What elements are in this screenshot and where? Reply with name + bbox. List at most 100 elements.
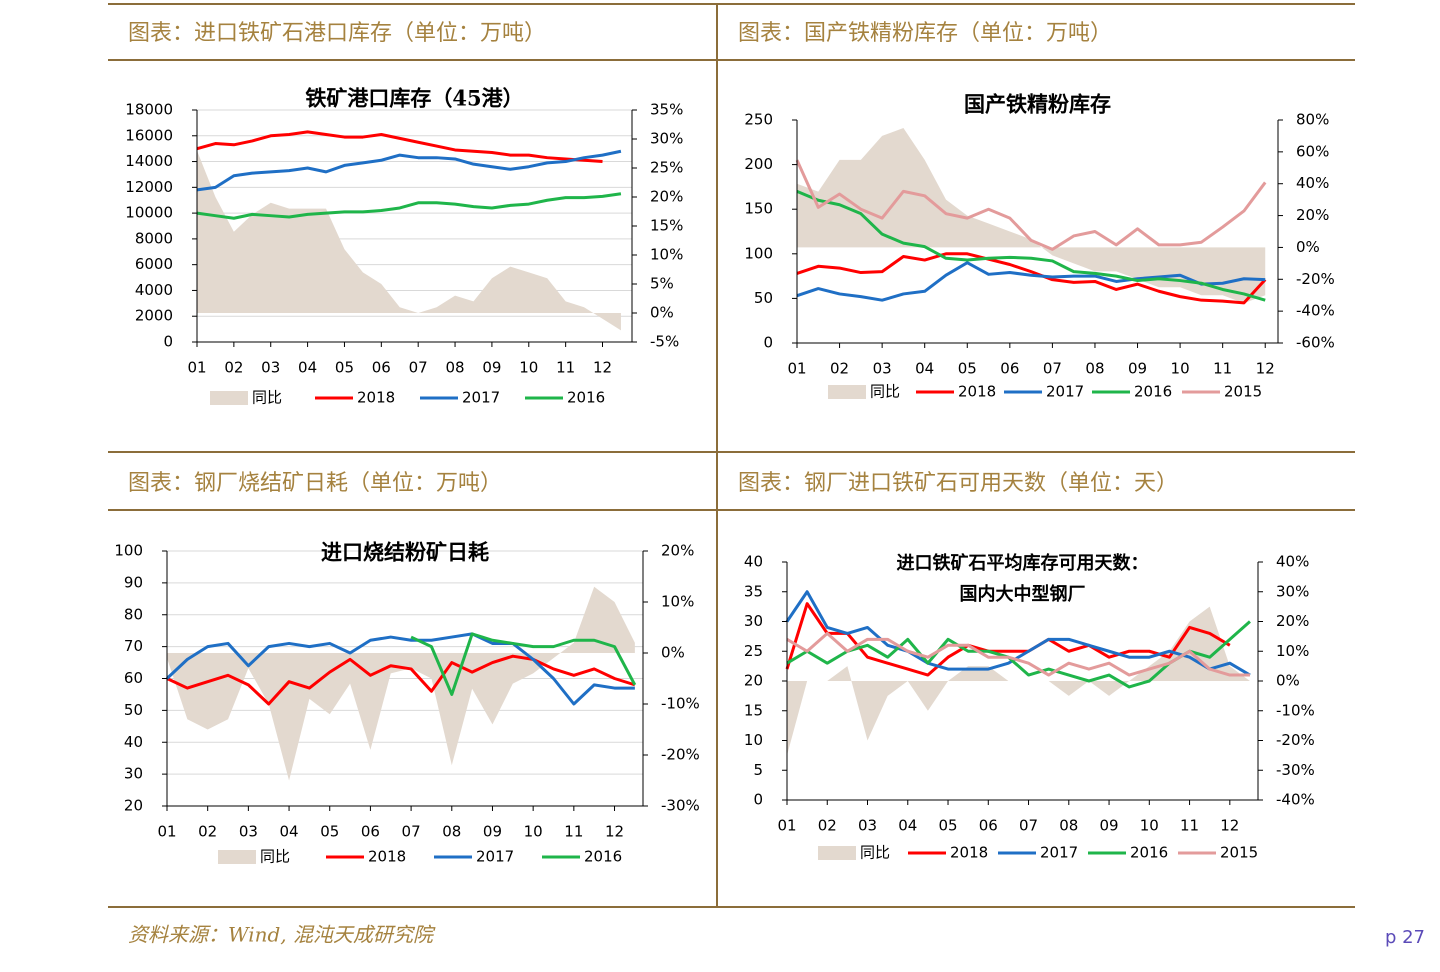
x-tick-label: 08 xyxy=(442,823,461,841)
y-tick-label: 150 xyxy=(744,200,773,218)
y-tick-label: 0 xyxy=(763,334,773,352)
x-tick-label: 08 xyxy=(1059,817,1078,835)
y-tick-label: 0 xyxy=(163,333,173,351)
x-tick-label: 07 xyxy=(1019,817,1038,835)
y2-tick-label: -40% xyxy=(1296,302,1335,320)
y2-tick-label: 25% xyxy=(650,159,683,177)
y2-tick-label: -20% xyxy=(1296,270,1335,288)
x-tick-label: 06 xyxy=(361,823,380,841)
x-tick-label: 03 xyxy=(261,359,280,377)
line xyxy=(166,654,636,706)
line xyxy=(796,252,1267,305)
legend-label: 2016 xyxy=(1130,844,1168,862)
x-tick-label: 01 xyxy=(777,817,796,835)
x-tick-label: 10 xyxy=(1171,360,1190,378)
legend-label: 同比 xyxy=(252,389,282,407)
legend-swatch xyxy=(218,850,256,864)
chart-subtitle: 国内大中型钢厂 xyxy=(960,583,1086,605)
x-tick-label: 04 xyxy=(915,360,934,378)
x-tick-label: 06 xyxy=(372,359,391,377)
x-tick-label: 04 xyxy=(298,359,317,377)
line xyxy=(785,602,1231,677)
line xyxy=(196,130,603,164)
x-tick-label: 01 xyxy=(787,360,806,378)
x-tick-label: 01 xyxy=(157,823,176,841)
y-tick-label: 25 xyxy=(744,642,763,660)
y2-tick-label: 30% xyxy=(650,130,683,148)
x-tick-label: 03 xyxy=(239,823,258,841)
y2-tick-label: -40% xyxy=(1276,791,1315,809)
line xyxy=(165,632,635,706)
y2-tick-label: 0% xyxy=(1276,672,1300,690)
y2-tick-label: -10% xyxy=(661,695,700,713)
y-tick-label: 14000 xyxy=(125,152,173,170)
area xyxy=(167,586,635,781)
x-tick-label: 12 xyxy=(1220,817,1239,835)
panel-header: 图表：进口铁矿石港口库存（单位：万吨） xyxy=(128,21,546,46)
y2-tick-label: 35% xyxy=(650,101,683,119)
x-tick-label: 10 xyxy=(1140,817,1159,835)
x-tick-label: 04 xyxy=(898,817,917,835)
x-tick-label: 10 xyxy=(524,823,543,841)
y-tick-label: 50 xyxy=(124,701,143,719)
y-tick-label: 35 xyxy=(744,582,763,600)
legend-label: 同比 xyxy=(260,848,290,866)
x-tick-label: 08 xyxy=(1085,360,1104,378)
y-tick-label: 10 xyxy=(744,731,763,749)
chart-title: 进口铁矿石平均库存可用天数： xyxy=(897,552,1149,574)
x-tick-label: 09 xyxy=(482,359,501,377)
x-tick-label: 06 xyxy=(1000,360,1019,378)
y-tick-label: 12000 xyxy=(125,178,173,196)
y-tick-label: 40 xyxy=(124,733,143,751)
y2-tick-label: -10% xyxy=(1276,701,1315,719)
line xyxy=(196,149,622,192)
y-tick-label: 200 xyxy=(744,155,773,173)
y-tick-label: 250 xyxy=(744,111,773,129)
y2-tick-label: -20% xyxy=(661,746,700,764)
y2-tick-label: 10% xyxy=(1276,642,1309,660)
y2-tick-label: 10% xyxy=(650,246,683,264)
y2-tick-label: 30% xyxy=(1276,582,1309,600)
x-tick-label: 09 xyxy=(1100,817,1119,835)
y2-tick-label: 60% xyxy=(1296,142,1329,160)
legend-label: 2018 xyxy=(958,383,996,401)
y2-tick-label: 10% xyxy=(661,593,694,611)
legend-label: 2015 xyxy=(1224,383,1262,401)
legend-label: 2018 xyxy=(357,389,395,407)
legend-label: 2018 xyxy=(368,848,406,866)
y-tick-label: 30 xyxy=(124,765,143,783)
line xyxy=(796,189,1266,302)
y-tick-label: 16000 xyxy=(125,126,173,144)
area xyxy=(787,606,1250,756)
x-tick-label: 02 xyxy=(818,817,837,835)
chart-title: 铁矿港口库存（45港） xyxy=(305,86,523,111)
y-tick-label: 0 xyxy=(753,791,763,809)
x-tick-label: 12 xyxy=(1256,360,1275,378)
y2-tick-label: 20% xyxy=(661,542,694,560)
legend-label: 2017 xyxy=(1040,844,1078,862)
y-tick-label: 18000 xyxy=(125,101,173,119)
legend-label: 2017 xyxy=(462,389,500,407)
y2-tick-label: 20% xyxy=(1276,612,1309,630)
y2-tick-label: 0% xyxy=(1296,238,1320,256)
line xyxy=(196,192,622,220)
y-tick-label: 10000 xyxy=(125,204,173,222)
legend-label: 同比 xyxy=(870,383,900,401)
y-tick-label: 100 xyxy=(114,542,143,560)
y-tick-label: 30 xyxy=(744,612,763,630)
area xyxy=(797,127,1266,304)
x-tick-label: 08 xyxy=(446,359,465,377)
x-tick-label: 05 xyxy=(938,817,957,835)
line xyxy=(796,261,1266,302)
y-tick-label: 100 xyxy=(744,244,773,262)
x-tick-label: 02 xyxy=(830,360,849,378)
y-tick-label: 8000 xyxy=(135,229,173,247)
x-tick-label: 09 xyxy=(483,823,502,841)
y-tick-label: 70 xyxy=(124,637,143,655)
source: 资料来源：Wind, 混沌天成研究院 xyxy=(128,923,436,947)
y2-tick-label: 40% xyxy=(1296,174,1329,192)
area xyxy=(197,150,621,331)
y-tick-label: 4000 xyxy=(135,281,173,299)
x-tick-label: 03 xyxy=(873,360,892,378)
